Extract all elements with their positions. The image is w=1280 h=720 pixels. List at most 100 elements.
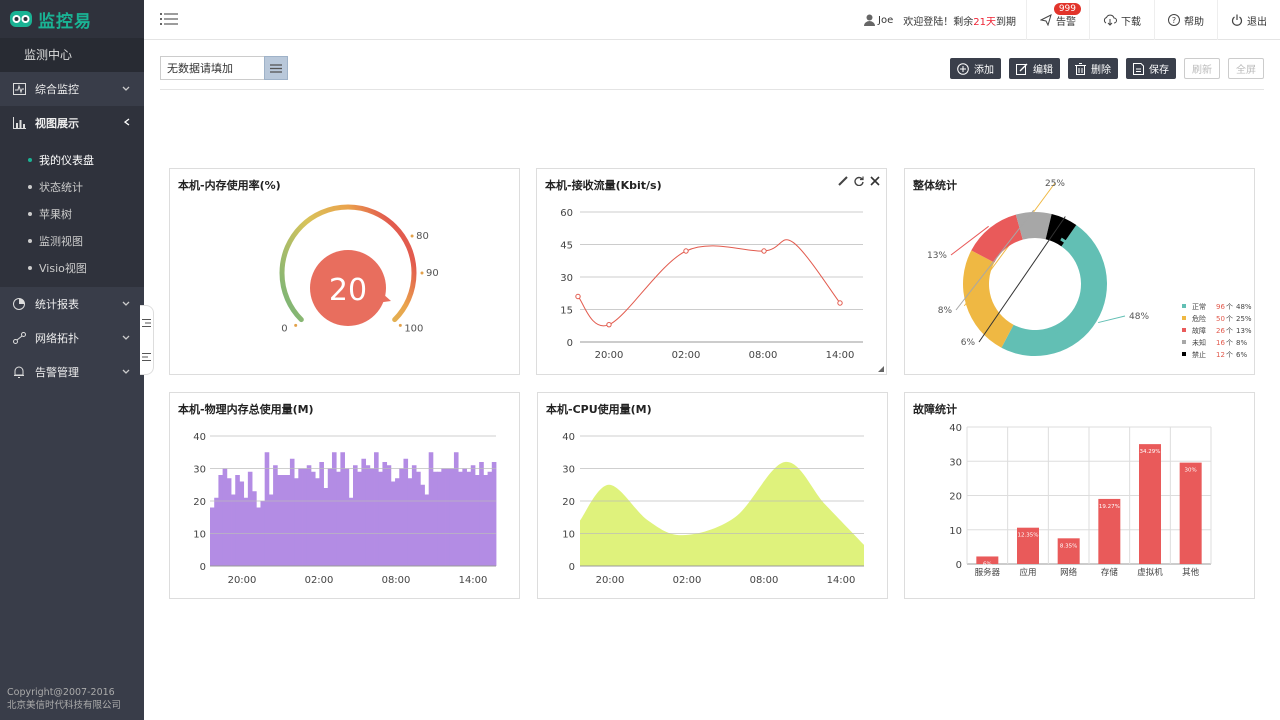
bar-data-label: 12.35%	[1018, 533, 1039, 539]
legend-unit: 个	[1226, 327, 1233, 335]
sidebar-subitem-apple-tree[interactable]: 苹果树	[0, 200, 144, 227]
slice-leader-line	[1098, 315, 1126, 324]
user-name[interactable]: Joe	[878, 14, 894, 26]
y-tick-label: 30	[562, 465, 575, 476]
close-icon[interactable]	[870, 176, 880, 186]
menu-toggle-button[interactable]	[160, 12, 178, 29]
bar	[310, 471, 316, 566]
sidebar-item-topology[interactable]: 网络拓扑	[0, 321, 144, 355]
save-label: 保存	[1149, 65, 1169, 76]
resize-handle-icon[interactable]	[878, 366, 884, 372]
dashboard-toolbar: 添加 编辑 删除 保存 刷新 全屏	[160, 56, 1264, 90]
sidebar-subitem-my-dashboard[interactable]: 我的仪表盘	[0, 146, 144, 173]
bar	[976, 556, 999, 564]
slice-label: 48%	[1129, 312, 1149, 322]
edit-button[interactable]: 编辑	[1009, 58, 1060, 79]
gauge-tick-label: 100	[404, 323, 423, 334]
bar	[231, 494, 236, 566]
refresh-button[interactable]: 刷新	[1184, 58, 1220, 79]
data-point	[606, 321, 612, 328]
dashboard-select-input[interactable]	[160, 56, 264, 80]
donut-slice	[1001, 225, 1107, 356]
logout-button[interactable]: 退出	[1217, 0, 1280, 40]
bar	[247, 471, 253, 566]
bar	[378, 471, 383, 566]
help-label: 帮助	[1184, 16, 1204, 28]
cloud-download-icon	[1103, 14, 1117, 26]
sidebar-item-reports[interactable]: 统计报表	[0, 287, 144, 321]
dashboard-search	[160, 56, 288, 80]
add-button[interactable]: 添加	[950, 58, 1001, 79]
bar	[239, 481, 245, 566]
monitor-center-header[interactable]: 监测中心	[0, 38, 144, 72]
legend-swatch	[1182, 304, 1186, 308]
topology-icon	[12, 331, 26, 345]
bar-data-label: 34.29%	[1140, 449, 1161, 455]
user-info: Joe 欢迎登陆！剩余 21天 到期	[864, 13, 1026, 28]
bar-data-label: 30%	[1185, 468, 1197, 474]
sidebar-item-label: 统计报表	[35, 298, 79, 311]
legend-count: 26	[1216, 327, 1225, 335]
bar	[353, 465, 358, 566]
memory-gauge-chart: 0 80 90 100 20	[279, 204, 439, 334]
gauge-value-bubble	[310, 250, 386, 326]
copyright-line: Copyright@2007-2016	[7, 687, 115, 698]
y-tick-label: 20	[562, 497, 575, 508]
bar	[214, 497, 219, 566]
sidebar-subitem-status-stats[interactable]: 状态统计	[0, 173, 144, 200]
help-button[interactable]: ? 帮助	[1154, 0, 1217, 40]
sidebar-subitem-visio-view[interactable]: Visio视图	[0, 254, 144, 281]
panel-controls	[838, 176, 880, 186]
subitem-label: 状态统计	[39, 180, 83, 194]
x-tick-label: 虚拟机	[1137, 567, 1163, 578]
bar	[369, 468, 375, 566]
donut-slice	[1015, 212, 1052, 240]
pencil-icon[interactable]	[838, 176, 848, 186]
sidebar-item-alarm-management[interactable]: 告警管理	[0, 355, 144, 389]
bar	[331, 452, 337, 566]
bar	[441, 468, 446, 566]
logo-text: 监控易	[38, 11, 92, 32]
x-tick-label: 08:00	[749, 350, 778, 361]
legend-label: 危险	[1192, 314, 1206, 323]
bar	[462, 468, 467, 566]
refresh-icon[interactable]	[854, 176, 864, 186]
help-icon: ?	[1168, 14, 1180, 26]
bar	[344, 468, 350, 566]
sidebar-item-overall-monitor[interactable]: 综合监控	[0, 72, 144, 106]
series-line	[577, 239, 841, 327]
header-actions: Joe 欢迎登陆！剩余 21天 到期 告警 999 下载 ? 帮助 退出	[864, 0, 1280, 40]
alarm-button[interactable]: 告警 999	[1026, 0, 1089, 40]
fullscreen-button[interactable]: 全屏	[1228, 58, 1264, 79]
panel-title: 整体统计	[913, 179, 957, 192]
bar	[1139, 444, 1161, 564]
legend-count: 50	[1216, 315, 1225, 323]
bar	[449, 468, 455, 566]
legend-percent: 6%	[1236, 351, 1247, 359]
y-tick-label: 0	[567, 338, 573, 349]
sidebar-item-label: 视图展示	[35, 117, 79, 130]
sidebar-subitem-monitor-view[interactable]: 监测视图	[0, 227, 144, 254]
delete-button[interactable]: 删除	[1068, 58, 1118, 79]
x-tick-label: 20:00	[596, 575, 625, 586]
y-tick-label: 30	[949, 457, 962, 468]
bar	[298, 468, 303, 566]
bar-chart-icon	[12, 116, 26, 130]
fault-stats-chart: 0 10 20 30 40 6%服务器 12.35% 应用 8.35% 网络 19.27% 存储 34.…	[949, 423, 1212, 578]
logo[interactable]: 监控易	[0, 0, 144, 38]
bar	[1057, 538, 1080, 564]
download-button[interactable]: 下载	[1089, 0, 1154, 40]
data-point	[761, 248, 767, 254]
list-toggle-button[interactable]	[264, 56, 288, 80]
save-button[interactable]: 保存	[1126, 58, 1176, 79]
gauge-tick-dot	[420, 271, 424, 275]
cpu-usage-chart: 0 10 20 30 40 20:00 02:00 08:00 14:00	[562, 432, 864, 586]
bar	[395, 478, 400, 566]
sidebar-item-view-display[interactable]: 视图展示	[0, 106, 144, 140]
bar	[399, 468, 404, 566]
donut-slice	[1045, 213, 1077, 247]
bar	[458, 471, 463, 566]
sidebar-collapse-tab[interactable]	[140, 305, 154, 375]
data-point	[575, 293, 581, 300]
fault-stats-panel: 故障统计 0 10 20 30 40 6% 服务器 12.35% 应用 8.35% 网络 19.27%…	[904, 392, 1255, 599]
